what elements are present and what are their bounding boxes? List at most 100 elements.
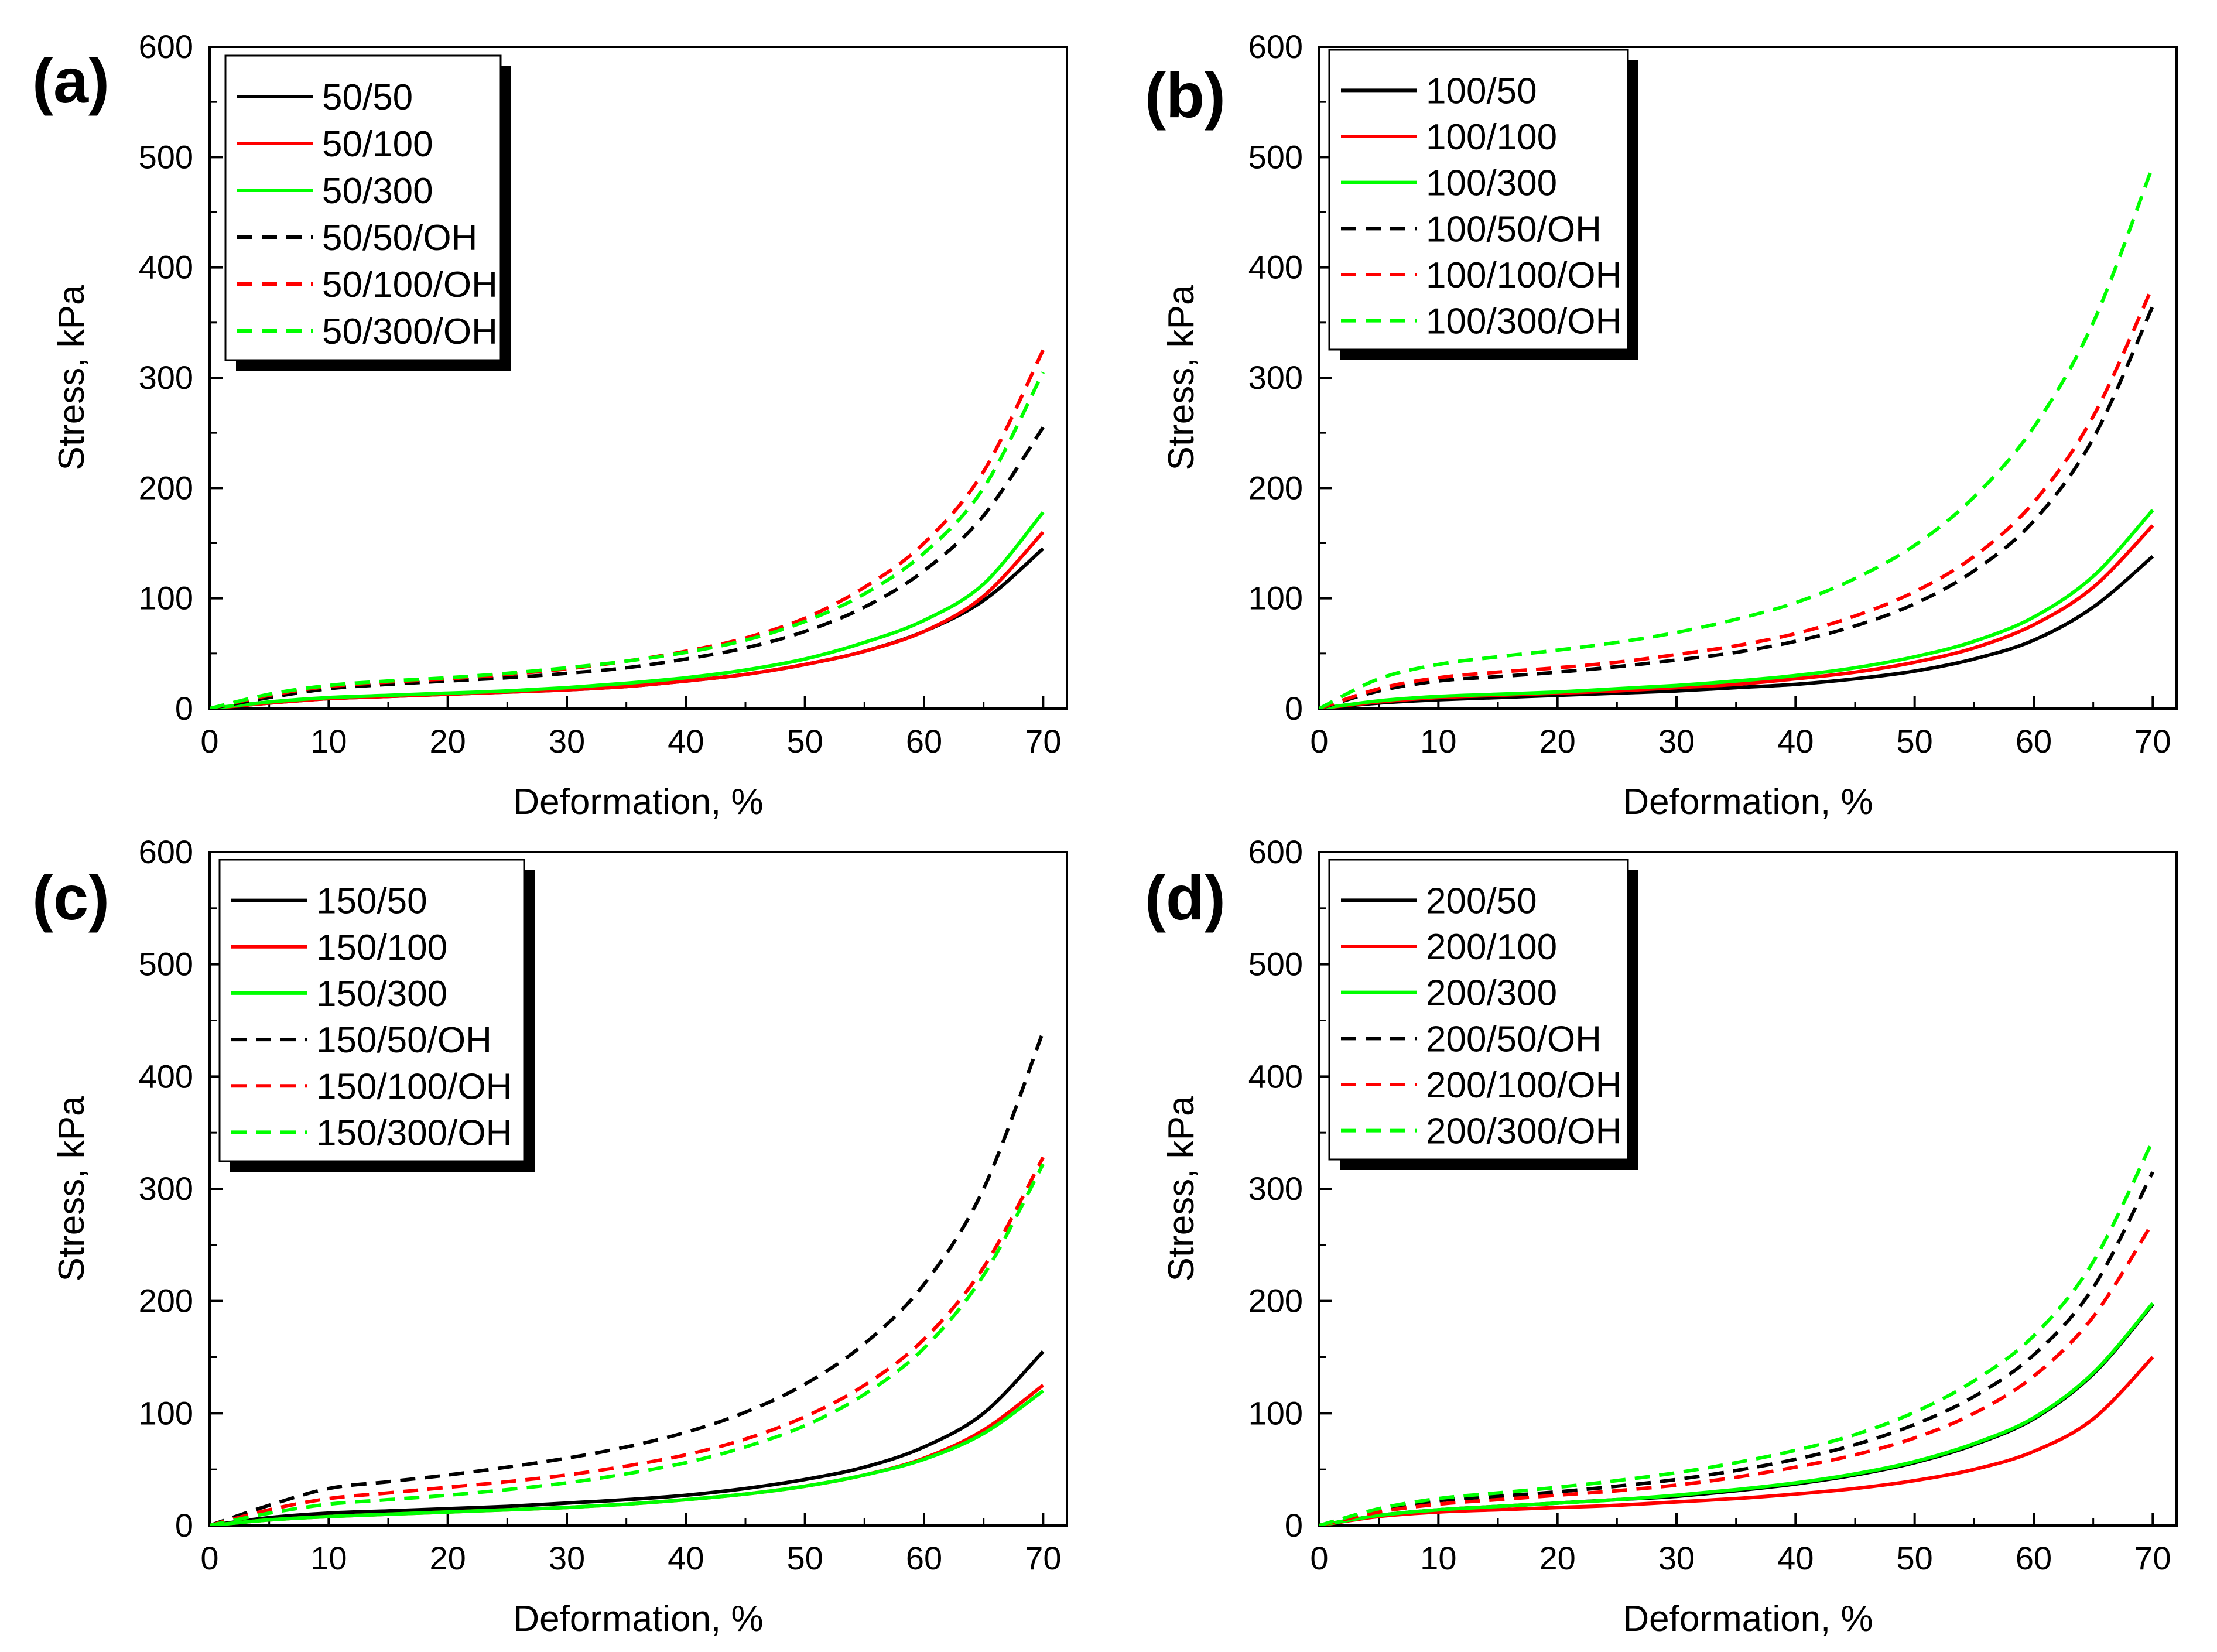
legend-entry: 150/50	[316, 881, 427, 922]
x-tick-label: 10	[310, 723, 347, 760]
y-tick-label: 600	[1248, 28, 1303, 65]
x-tick-label: 70	[1025, 1540, 1061, 1576]
y-tick-label: 300	[139, 359, 193, 396]
chart-panel-1: 0 10 20 30 40 50 60 70 0 100 200 300 400 500 600 Deform…	[32, 28, 1068, 822]
y-tick-label: 400	[139, 1058, 193, 1095]
series-line-50-300-oh	[210, 371, 1045, 709]
legend-box	[224, 54, 502, 361]
legend-entry: 100/50	[1426, 71, 1537, 111]
y-axis-title: Stress, kPa	[52, 285, 92, 471]
y-tick-label: 500	[1248, 946, 1303, 983]
legend-entry: 200/300/OH	[1426, 1111, 1621, 1152]
panel-label: (d)	[1145, 862, 1226, 933]
series-line-200-300-oh	[1319, 1140, 2154, 1526]
legend-entry: 50/100/OH	[322, 265, 498, 305]
y-tick-label: 0	[1285, 1507, 1303, 1544]
legend-entry: 100/50/OH	[1426, 209, 1602, 249]
series-line-150-300	[210, 1389, 1045, 1526]
x-tick-label: 20	[430, 1540, 466, 1576]
x-tick-label: 40	[668, 1540, 704, 1576]
legend-entry: 200/100/OH	[1426, 1065, 1621, 1106]
x-tick-label: 10	[310, 1540, 347, 1576]
y-tick-label: 600	[139, 28, 193, 65]
series-line-150-100-oh	[210, 1156, 1045, 1526]
legend-entry: 150/300/OH	[316, 1113, 512, 1153]
series-line-100-100-oh	[1319, 285, 2155, 709]
x-tick-label: 0	[200, 723, 218, 760]
series-line-150-300-oh	[210, 1163, 1045, 1526]
x-axis-title: Deformation, %	[1623, 1599, 1873, 1639]
legend-entry: 200/300	[1426, 973, 1557, 1014]
series-line-50-100-oh	[210, 349, 1045, 709]
x-tick-label: 0	[1310, 723, 1328, 760]
y-axis-title: Stress, kPa	[52, 1096, 92, 1282]
y-axis-title: Stress, kPa	[1161, 1096, 1202, 1282]
y-tick-label: 500	[1248, 138, 1303, 175]
legend-entry: 50/300	[322, 171, 433, 211]
y-tick-label: 300	[139, 1170, 193, 1207]
x-tick-label: 20	[430, 723, 466, 760]
x-tick-label: 40	[1777, 723, 1814, 760]
legend-entry: 50/50	[322, 77, 413, 118]
panel-label: (a)	[32, 45, 110, 116]
x-tick-label: 30	[1658, 1540, 1695, 1576]
x-axis-title: Deformation, %	[513, 782, 763, 822]
x-tick-label: 20	[1539, 723, 1576, 760]
legend-entry: 50/50/OH	[322, 218, 477, 258]
legend-entry: 100/100/OH	[1426, 255, 1621, 296]
x-axis-title: Deformation, %	[513, 1599, 763, 1639]
y-tick-label: 500	[139, 138, 193, 175]
y-tick-label: 300	[1248, 359, 1303, 396]
legend-entry: 150/100/OH	[316, 1066, 512, 1107]
x-tick-label: 30	[549, 1540, 585, 1576]
x-axis-title: Deformation, %	[1623, 782, 1873, 822]
y-tick-label: 500	[139, 946, 193, 983]
y-tick-label: 100	[139, 1394, 193, 1431]
chart-panel-4: 0 10 20 30 40 50 60 70 0 100 200 300 400 500 600 Deform…	[1145, 833, 2178, 1639]
legend-entry: 100/300	[1426, 163, 1557, 204]
x-tick-label: 70	[2134, 1540, 2171, 1576]
x-tick-label: 50	[787, 723, 823, 760]
series-line-100-300-oh	[1319, 165, 2155, 709]
y-tick-label: 100	[1248, 580, 1303, 617]
legend-entry: 150/300	[316, 974, 447, 1014]
x-tick-label: 70	[1025, 723, 1061, 760]
y-tick-label: 0	[175, 1507, 193, 1544]
x-tick-label: 20	[1539, 1540, 1576, 1576]
series-line-150-50	[210, 1350, 1045, 1526]
chart-panel-3: 0 10 20 30 40 50 60 70 0 100 200 300 400 500 600 Deform…	[32, 833, 1068, 1639]
y-tick-label: 300	[1248, 1170, 1303, 1207]
x-tick-label: 50	[1897, 723, 1933, 760]
panel-label: (b)	[1145, 60, 1226, 131]
x-tick-label: 50	[787, 1540, 823, 1576]
series-line-50-50-oh	[210, 426, 1045, 709]
x-tick-label: 30	[549, 723, 585, 760]
x-tick-label: 60	[906, 723, 942, 760]
y-tick-label: 400	[1248, 249, 1303, 286]
y-tick-label: 100	[1248, 1394, 1303, 1431]
y-tick-label: 400	[139, 249, 193, 286]
y-tick-label: 200	[1248, 1282, 1303, 1319]
y-axis-title: Stress, kPa	[1161, 285, 1202, 471]
legend-entry: 100/100	[1426, 117, 1557, 158]
series-line-200-50-oh	[1319, 1171, 2154, 1526]
y-tick-label: 200	[139, 1282, 193, 1319]
legend-entry: 200/50/OH	[1426, 1019, 1602, 1059]
y-tick-label: 100	[139, 580, 193, 617]
y-tick-label: 200	[139, 469, 193, 506]
y-tick-label: 600	[139, 833, 193, 870]
series-line-200-100-oh	[1319, 1221, 2154, 1526]
x-tick-label: 60	[2016, 1540, 2052, 1576]
series-line-200-100	[1319, 1356, 2154, 1526]
legend-entry: 200/50	[1426, 881, 1537, 921]
legend-entry: 150/50/OH	[316, 1020, 492, 1061]
panel-label: (c)	[32, 862, 110, 933]
legend-entry: 100/300/OH	[1426, 302, 1621, 342]
series-line-200-300	[1319, 1302, 2154, 1526]
x-tick-label: 30	[1658, 723, 1695, 760]
legend-entry: 50/300/OH	[322, 312, 498, 352]
x-tick-label: 10	[1420, 1540, 1456, 1576]
y-tick-label: 600	[1248, 833, 1303, 870]
series-line-100-300	[1319, 508, 2154, 709]
